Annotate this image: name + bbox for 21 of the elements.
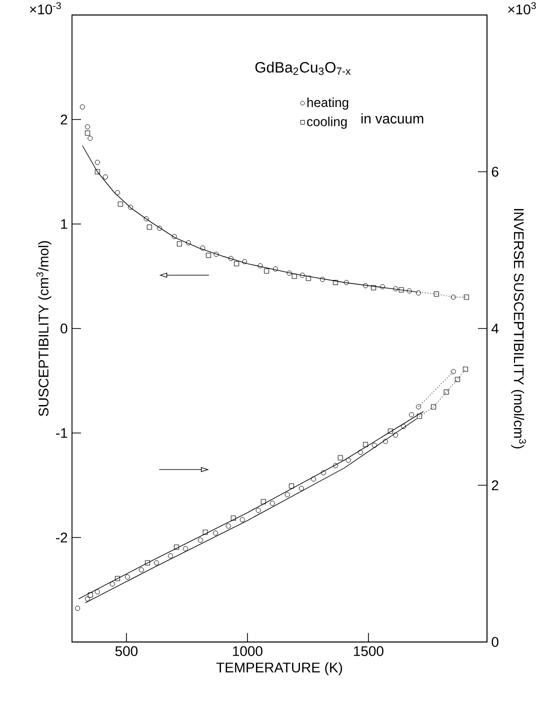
x-tick-label: 500 <box>115 646 138 656</box>
y-tick-label: 2 <box>60 114 68 124</box>
x-axis-title: TEMPERATURE (K) <box>216 662 342 676</box>
x-tick-label: 1000 <box>232 646 262 656</box>
y-tick-label: 0 <box>60 324 68 334</box>
y-axis-title: SUSCEPTIBILITY (cm$^{3}$/mol) <box>36 241 52 416</box>
y2-tick-label: 4 <box>492 324 499 334</box>
y-tick-label: 1 <box>61 219 68 229</box>
y2-tick-label: 0 <box>492 637 498 647</box>
x-tick-label: 1500 <box>354 646 384 656</box>
text: GdBa$_{2}$Cu$_{3}$O$_{7-x}$ <box>255 62 351 75</box>
legend-label: cooling <box>307 116 347 129</box>
y-tick-label: -1 <box>56 428 68 438</box>
y2-axis-title: INVERSE SUSCEPTIBILITY (mol/cm$^{3}$) <box>511 209 526 448</box>
y2-tick-label: 6 <box>492 166 498 177</box>
y-tick-label: -2 <box>56 532 68 542</box>
text: ×10$^{-3}$ <box>30 2 61 14</box>
annotation: in vacuum <box>361 113 424 124</box>
y2-tick-label: 2 <box>492 480 498 490</box>
legend-label: heating <box>307 98 348 110</box>
text: ×10$^{3}$ <box>508 2 536 14</box>
